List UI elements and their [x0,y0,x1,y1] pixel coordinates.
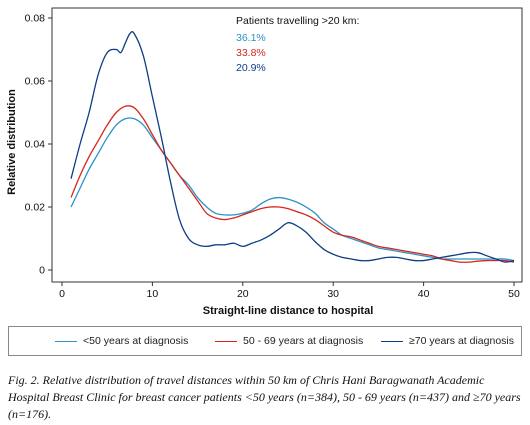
y-axis-ticks: 0 0.02 0.04 0.06 0.08 [25,13,52,277]
y-tick-label: 0 [39,265,45,277]
figure-caption: Fig. 2. Relative distribution of travel … [8,373,521,421]
legend-label-under-50: <50 years at diagnosis [83,335,189,347]
y-tick-label: 0.02 [25,202,46,214]
legend-label-50-69: 50 - 69 years at diagnosis [243,335,364,347]
annotation-value-70-plus: 20.9% [236,62,266,74]
x-tick-label: 20 [237,288,249,300]
x-axis-ticks: 0 10 20 30 40 50 [59,282,520,300]
series-line-under-50 [70,117,515,262]
series-lines [70,31,515,263]
relative-distribution-chart: 0 10 20 30 40 50 0 0.02 0.04 0.06 0.08 Straight-l… [6,7,523,317]
series-line-70-plus [70,31,515,263]
x-tick-label: 30 [327,288,339,300]
x-tick-label: 0 [59,288,65,300]
legend-swatch-under-50 [55,340,77,342]
plot-area-frame [51,7,523,283]
annotation-value-50-69: 33.8% [236,47,266,59]
y-tick-label: 0.06 [25,76,46,88]
legend-item-70-plus: ≥70 years at diagnosis [381,327,514,355]
y-axis-label: Relative distribution [6,89,18,195]
legend-swatch-50-69 [215,340,237,342]
y-tick-label: 0.04 [25,139,46,151]
legend-swatch-70-plus [381,340,403,342]
legend-item-under-50: <50 years at diagnosis [55,327,188,355]
legend: <50 years at diagnosis 50 - 69 years at … [8,326,522,356]
x-tick-label: 10 [147,288,159,300]
legend-label-70-plus: ≥70 years at diagnosis [409,335,514,347]
x-axis-label: Straight-line distance to hospital [203,305,374,317]
x-tick-label: 40 [418,288,430,300]
annotation-heading: Patients travelling >20 km: [236,15,359,27]
y-tick-label: 0.08 [25,13,46,25]
x-tick-label: 50 [508,288,520,300]
annotation-value-under-50: 36.1% [236,32,266,44]
legend-item-50-69: 50 - 69 years at diagnosis [215,327,363,355]
series-line-50-69 [70,105,515,263]
